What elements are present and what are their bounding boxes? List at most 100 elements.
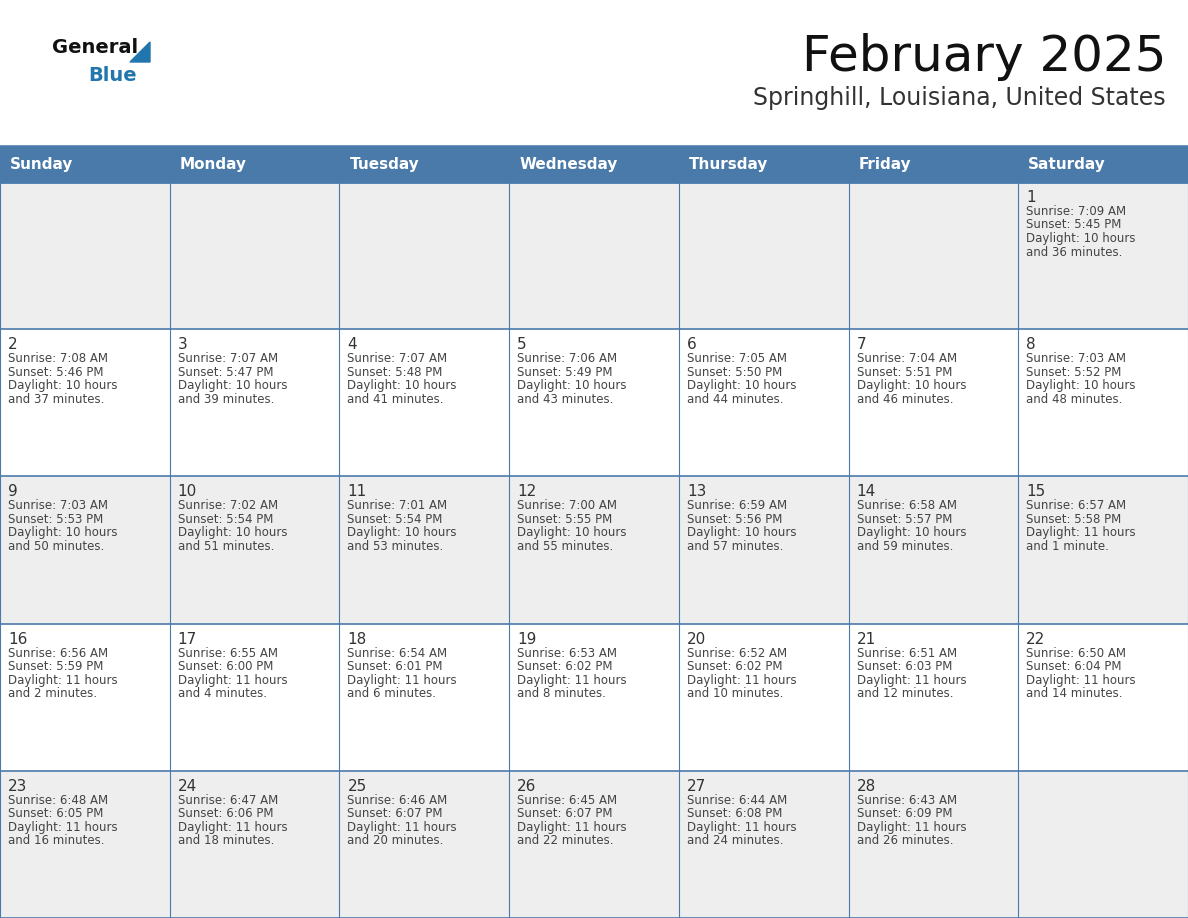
Text: and 22 minutes.: and 22 minutes. xyxy=(517,834,614,847)
Text: Sunrise: 7:02 AM: Sunrise: 7:02 AM xyxy=(178,499,278,512)
Text: Daylight: 10 hours: Daylight: 10 hours xyxy=(8,526,118,540)
Text: Sunrise: 7:04 AM: Sunrise: 7:04 AM xyxy=(857,353,956,365)
Text: Daylight: 10 hours: Daylight: 10 hours xyxy=(517,379,626,392)
Text: and 37 minutes.: and 37 minutes. xyxy=(8,393,105,406)
Text: 1: 1 xyxy=(1026,190,1036,205)
Text: Thursday: Thursday xyxy=(689,158,769,173)
Text: Daylight: 10 hours: Daylight: 10 hours xyxy=(857,379,966,392)
Text: and 18 minutes.: and 18 minutes. xyxy=(178,834,274,847)
Text: 8: 8 xyxy=(1026,337,1036,353)
Text: Daylight: 11 hours: Daylight: 11 hours xyxy=(1026,526,1136,540)
Text: Daylight: 10 hours: Daylight: 10 hours xyxy=(687,526,796,540)
Text: Sunrise: 6:43 AM: Sunrise: 6:43 AM xyxy=(857,794,956,807)
Text: Sunset: 5:59 PM: Sunset: 5:59 PM xyxy=(8,660,103,673)
Text: Sunset: 5:56 PM: Sunset: 5:56 PM xyxy=(687,513,782,526)
Text: Monday: Monday xyxy=(179,158,247,173)
Text: 17: 17 xyxy=(178,632,197,646)
Text: Daylight: 10 hours: Daylight: 10 hours xyxy=(347,526,457,540)
Text: and 12 minutes.: and 12 minutes. xyxy=(857,687,953,700)
Text: 11: 11 xyxy=(347,485,367,499)
Text: Daylight: 11 hours: Daylight: 11 hours xyxy=(857,674,966,687)
Text: 2: 2 xyxy=(8,337,18,353)
Text: Sunset: 5:48 PM: Sunset: 5:48 PM xyxy=(347,365,443,379)
Text: Sunrise: 6:45 AM: Sunrise: 6:45 AM xyxy=(517,794,618,807)
Text: Daylight: 11 hours: Daylight: 11 hours xyxy=(857,821,966,834)
Text: 18: 18 xyxy=(347,632,367,646)
Text: and 16 minutes.: and 16 minutes. xyxy=(8,834,105,847)
Text: Sunset: 5:52 PM: Sunset: 5:52 PM xyxy=(1026,365,1121,379)
Text: Sunset: 5:51 PM: Sunset: 5:51 PM xyxy=(857,365,952,379)
Text: 10: 10 xyxy=(178,485,197,499)
Text: Daylight: 11 hours: Daylight: 11 hours xyxy=(517,821,627,834)
Text: Sunset: 5:47 PM: Sunset: 5:47 PM xyxy=(178,365,273,379)
Text: and 41 minutes.: and 41 minutes. xyxy=(347,393,444,406)
Text: 24: 24 xyxy=(178,778,197,794)
Bar xyxy=(0,476,1188,623)
Text: 12: 12 xyxy=(517,485,537,499)
Text: Tuesday: Tuesday xyxy=(349,158,419,173)
Text: Sunrise: 6:53 AM: Sunrise: 6:53 AM xyxy=(517,646,617,660)
Text: Sunset: 5:54 PM: Sunset: 5:54 PM xyxy=(347,513,443,526)
Text: 9: 9 xyxy=(8,485,18,499)
Text: 4: 4 xyxy=(347,337,358,353)
Text: 19: 19 xyxy=(517,632,537,646)
Text: 28: 28 xyxy=(857,778,876,794)
Text: 26: 26 xyxy=(517,778,537,794)
Text: Sunset: 6:07 PM: Sunset: 6:07 PM xyxy=(517,807,613,821)
Text: Sunset: 6:00 PM: Sunset: 6:00 PM xyxy=(178,660,273,673)
Text: Sunrise: 7:07 AM: Sunrise: 7:07 AM xyxy=(178,353,278,365)
Text: Sunrise: 7:07 AM: Sunrise: 7:07 AM xyxy=(347,353,448,365)
Text: Sunday: Sunday xyxy=(10,158,74,173)
Text: and 39 minutes.: and 39 minutes. xyxy=(178,393,274,406)
Bar xyxy=(0,623,1188,771)
Text: Saturday: Saturday xyxy=(1029,158,1106,173)
Bar xyxy=(0,330,1188,476)
Text: and 20 minutes.: and 20 minutes. xyxy=(347,834,444,847)
Text: Sunrise: 6:59 AM: Sunrise: 6:59 AM xyxy=(687,499,786,512)
Bar xyxy=(0,148,1188,182)
Text: and 51 minutes.: and 51 minutes. xyxy=(178,540,274,553)
Text: Daylight: 11 hours: Daylight: 11 hours xyxy=(347,821,457,834)
Text: Daylight: 10 hours: Daylight: 10 hours xyxy=(1026,232,1136,245)
Text: and 4 minutes.: and 4 minutes. xyxy=(178,687,267,700)
Text: and 44 minutes.: and 44 minutes. xyxy=(687,393,783,406)
Text: 5: 5 xyxy=(517,337,526,353)
Text: and 48 minutes.: and 48 minutes. xyxy=(1026,393,1123,406)
Text: Sunset: 6:03 PM: Sunset: 6:03 PM xyxy=(857,660,952,673)
Text: Daylight: 11 hours: Daylight: 11 hours xyxy=(8,674,118,687)
Text: Daylight: 11 hours: Daylight: 11 hours xyxy=(687,821,796,834)
Text: Sunset: 5:50 PM: Sunset: 5:50 PM xyxy=(687,365,782,379)
Text: Sunset: 6:08 PM: Sunset: 6:08 PM xyxy=(687,807,782,821)
Text: Daylight: 10 hours: Daylight: 10 hours xyxy=(178,526,287,540)
Text: Sunrise: 6:55 AM: Sunrise: 6:55 AM xyxy=(178,646,278,660)
Text: Sunset: 5:55 PM: Sunset: 5:55 PM xyxy=(517,513,612,526)
Text: and 36 minutes.: and 36 minutes. xyxy=(1026,245,1123,259)
Text: Springhill, Louisiana, United States: Springhill, Louisiana, United States xyxy=(753,86,1165,110)
Text: 16: 16 xyxy=(8,632,27,646)
Text: Daylight: 10 hours: Daylight: 10 hours xyxy=(517,526,626,540)
Text: Sunrise: 6:47 AM: Sunrise: 6:47 AM xyxy=(178,794,278,807)
Text: Sunset: 6:01 PM: Sunset: 6:01 PM xyxy=(347,660,443,673)
Text: and 50 minutes.: and 50 minutes. xyxy=(8,540,105,553)
Text: and 59 minutes.: and 59 minutes. xyxy=(857,540,953,553)
Text: Sunset: 5:49 PM: Sunset: 5:49 PM xyxy=(517,365,613,379)
Text: Daylight: 10 hours: Daylight: 10 hours xyxy=(1026,379,1136,392)
Text: Sunrise: 7:01 AM: Sunrise: 7:01 AM xyxy=(347,499,448,512)
Text: 21: 21 xyxy=(857,632,876,646)
Text: Sunset: 6:06 PM: Sunset: 6:06 PM xyxy=(178,807,273,821)
Text: Sunset: 6:02 PM: Sunset: 6:02 PM xyxy=(517,660,613,673)
Text: Sunrise: 6:44 AM: Sunrise: 6:44 AM xyxy=(687,794,788,807)
Text: Daylight: 11 hours: Daylight: 11 hours xyxy=(347,674,457,687)
Text: Daylight: 10 hours: Daylight: 10 hours xyxy=(347,379,457,392)
Polygon shape xyxy=(129,42,150,62)
Bar xyxy=(0,771,1188,918)
Text: Daylight: 11 hours: Daylight: 11 hours xyxy=(178,674,287,687)
Text: Sunrise: 6:50 AM: Sunrise: 6:50 AM xyxy=(1026,646,1126,660)
Text: and 24 minutes.: and 24 minutes. xyxy=(687,834,783,847)
Text: Sunset: 6:07 PM: Sunset: 6:07 PM xyxy=(347,807,443,821)
Text: and 57 minutes.: and 57 minutes. xyxy=(687,540,783,553)
Text: 20: 20 xyxy=(687,632,706,646)
Text: and 10 minutes.: and 10 minutes. xyxy=(687,687,783,700)
Text: Sunrise: 7:00 AM: Sunrise: 7:00 AM xyxy=(517,499,617,512)
Text: Sunrise: 6:52 AM: Sunrise: 6:52 AM xyxy=(687,646,786,660)
